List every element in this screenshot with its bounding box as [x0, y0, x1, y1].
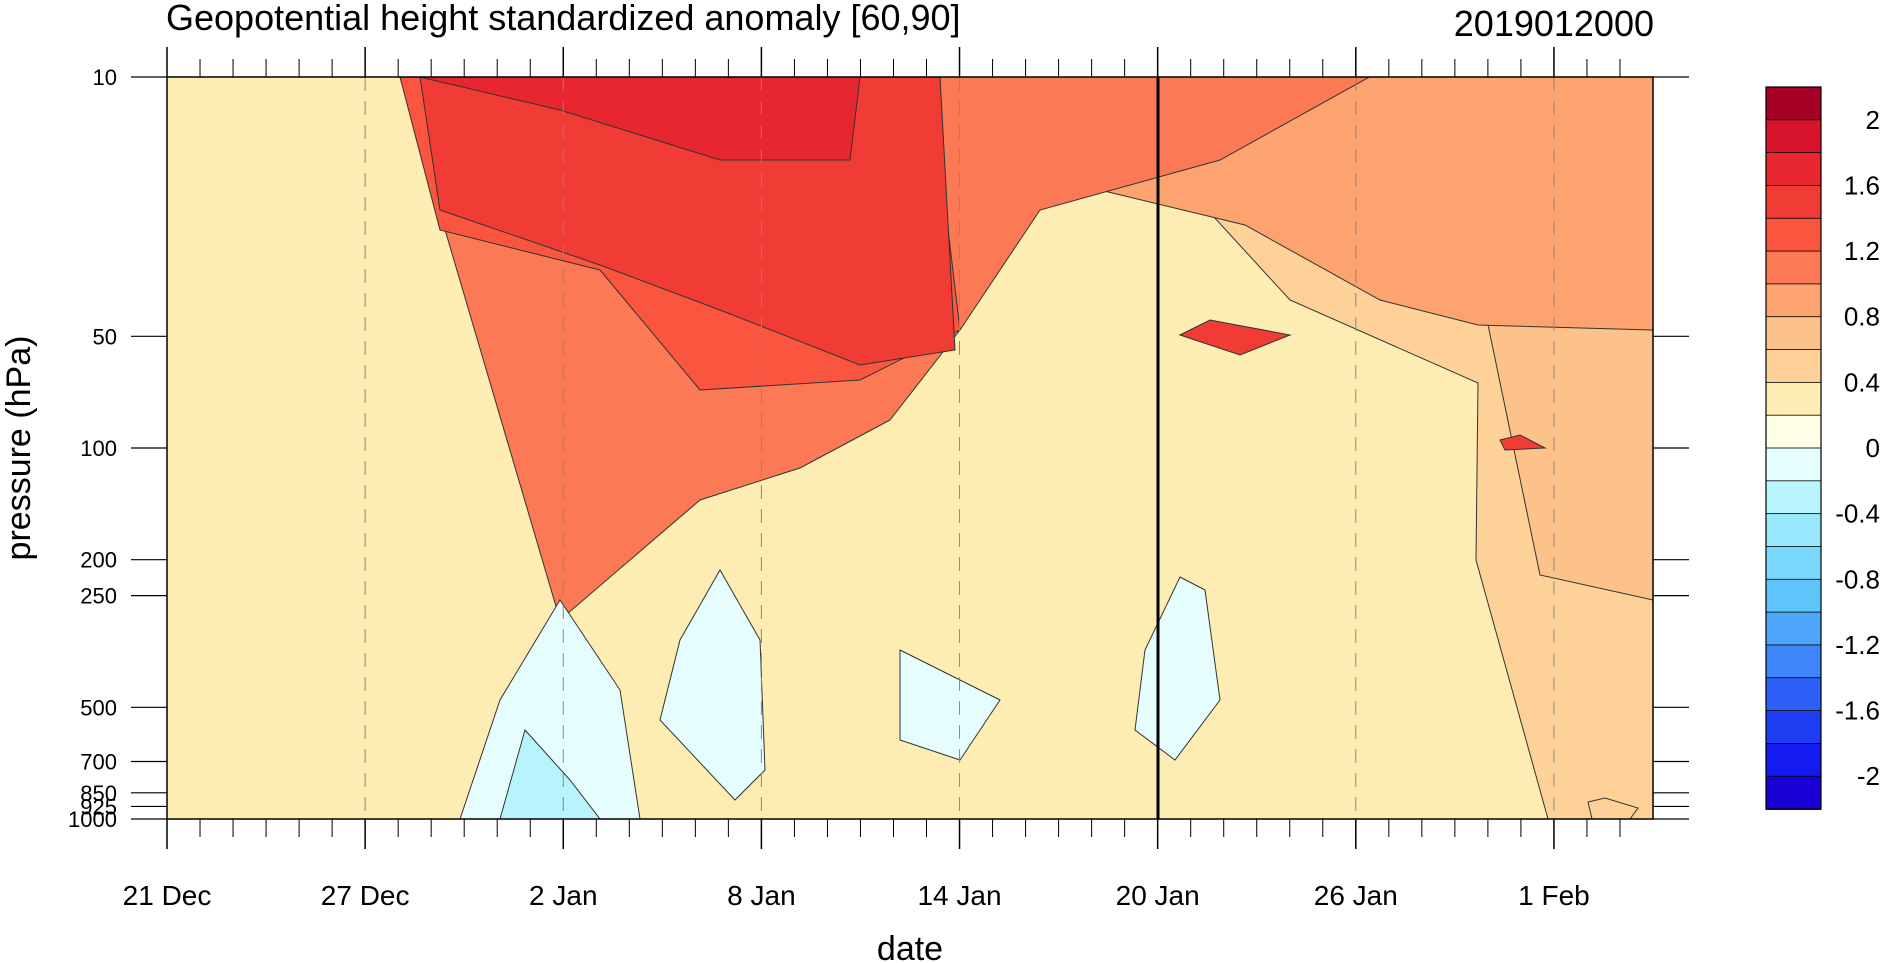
colorbar-label: 1.2 — [1844, 236, 1880, 266]
x-tick-label: 27 Dec — [321, 880, 410, 911]
contour-region — [499, 728, 601, 819]
x-axis: 21 Dec 27 Dec 2 Jan 8 Jan 14 Jan 20 Jan 26 Jan… — [123, 47, 1621, 911]
colorbar-swatch — [1765, 414, 1822, 449]
colorbar-label: 0 — [1866, 433, 1880, 463]
colorbar-label: -2 — [1857, 761, 1880, 791]
colorbar-swatch — [1765, 283, 1822, 318]
x-tick-label: 8 Jan — [727, 880, 796, 911]
colorbar-swatch — [1765, 775, 1822, 810]
x-tick-label: 20 Jan — [1116, 880, 1200, 911]
contour-region — [1587, 797, 1639, 819]
y-tick-label: 1000 — [68, 807, 117, 832]
colorbar-swatch — [1765, 217, 1822, 252]
contour-fills — [167, 77, 1653, 819]
contour-region — [659, 568, 766, 801]
colorbar-swatch — [1765, 742, 1822, 778]
colorbar-label: 2 — [1866, 105, 1880, 135]
colorbar-swatch — [1765, 644, 1822, 679]
colorbar-frame — [1765, 86, 1822, 810]
colorbar-swatch — [1765, 447, 1822, 482]
colorbar-swatch — [1765, 349, 1822, 384]
y-tick-label: 50 — [93, 324, 117, 349]
colorbar-swatch — [1765, 119, 1822, 154]
colorbar-swatch — [1765, 86, 1822, 121]
colorbar-swatch — [1765, 578, 1822, 613]
x-tick-label: 26 Jan — [1314, 880, 1398, 911]
y-tick-label: 250 — [80, 584, 117, 609]
contour-region — [1178, 319, 1292, 356]
chart-title: Geopotential height standardized anomaly… — [166, 0, 961, 38]
colorbar-label: -0.8 — [1835, 564, 1880, 594]
colorbar-swatch — [1765, 316, 1822, 351]
colorbar: 2 1.6 1.2 0.8 0.4 0 -0.4 -0.8 -1.2 -1.6 -2 — [1765, 86, 1880, 810]
y-tick-label: 850 — [80, 781, 117, 806]
colorbar-label: 0.8 — [1844, 302, 1880, 332]
contour-region — [1499, 434, 1547, 451]
y-tick-label: 10 — [93, 65, 117, 90]
x-tick-label: 1 Feb — [1518, 880, 1590, 911]
y-tick-label: 200 — [80, 548, 117, 573]
contour-region — [1134, 576, 1221, 761]
y-tick-label: 100 — [80, 436, 117, 461]
x-axis-title: date — [877, 930, 943, 963]
colorbar-label: 0.4 — [1844, 367, 1880, 397]
colorbar-swatch — [1765, 250, 1822, 285]
colorbar-label: 1.6 — [1844, 170, 1880, 200]
chart-date-label: 2019012000 — [1454, 3, 1654, 44]
x-tick-label: 14 Jan — [917, 880, 1001, 911]
colorbar-swatch — [1765, 710, 1822, 745]
colorbar-label: -1.6 — [1835, 696, 1880, 726]
y-tick-label: 500 — [80, 695, 117, 720]
x-tick-label: 2 Jan — [529, 880, 598, 911]
y-tick-label: 700 — [80, 750, 117, 775]
colorbar-label: -1.2 — [1835, 630, 1880, 660]
y-tick-label: 925 — [80, 794, 117, 819]
contour-region — [415, 77, 861, 161]
colorbar-swatch — [1765, 546, 1822, 581]
colorbar-swatch — [1765, 513, 1822, 548]
colorbar-swatch — [1765, 381, 1822, 417]
y-axis-title: pressure (hPa) — [0, 336, 38, 561]
colorbar-swatch — [1765, 480, 1822, 515]
colorbar-swatch — [1765, 611, 1822, 646]
contour-region — [459, 599, 641, 819]
x-tick-label: 21 Dec — [123, 880, 212, 911]
colorbar-swatch — [1765, 677, 1822, 712]
colorbar-label: -0.4 — [1835, 499, 1880, 529]
colorbar-swatch — [1765, 185, 1822, 220]
colorbar-swatch — [1765, 152, 1822, 187]
